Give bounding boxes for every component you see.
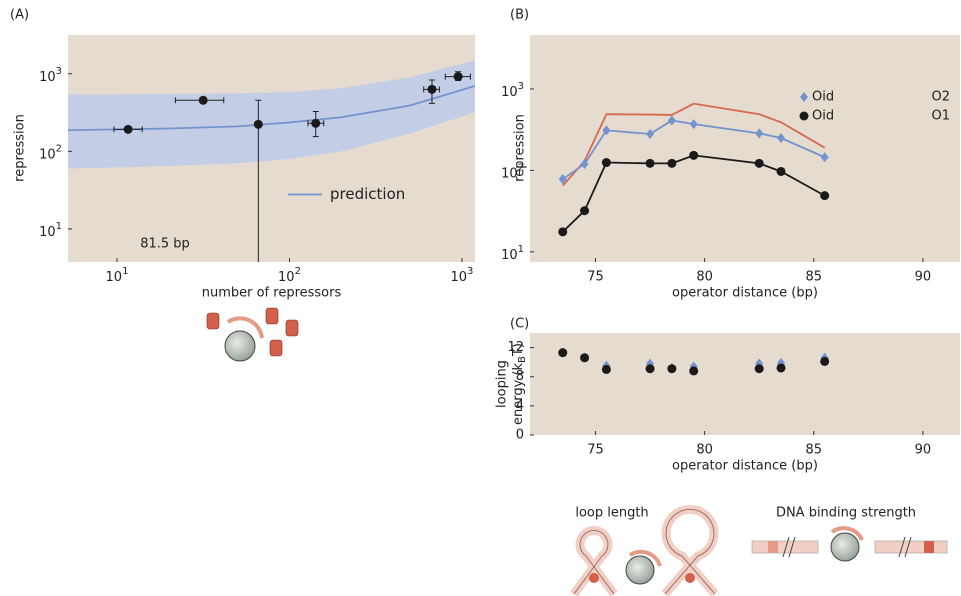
y-tick-label-base: 10: [39, 69, 56, 84]
legend-annotation: O1: [931, 109, 950, 124]
y-axis-label: repression: [13, 114, 28, 182]
marker: [820, 191, 829, 200]
marker: [580, 206, 589, 215]
x-tick-label: 90: [915, 443, 932, 458]
x-tick-label-base: 10: [106, 270, 123, 285]
y-tick-label-exponent: 3: [56, 66, 62, 77]
y-tick-label-exponent: 3: [518, 81, 524, 92]
y-tick-label: 101: [501, 244, 524, 263]
y-tick-label-base: 10: [501, 84, 518, 99]
marker: [558, 348, 567, 357]
marker: [755, 159, 764, 168]
legend-marker: [800, 112, 809, 121]
y-tick-label: 103: [501, 81, 524, 100]
x-axis-label: operator distance (bp): [672, 286, 818, 301]
y-tick-label-exponent: 1: [56, 221, 62, 232]
marker: [820, 357, 829, 366]
marker: [777, 167, 786, 176]
x-tick-label: 90: [915, 270, 932, 285]
legend-label: Oid: [812, 90, 834, 105]
y-axis-label: looping: [495, 360, 510, 408]
marker: [755, 364, 764, 373]
legend-label: Oid: [812, 109, 834, 124]
marker: [689, 366, 698, 375]
marker: [580, 353, 589, 362]
marker: [667, 159, 676, 168]
marker: [199, 96, 208, 105]
y-tick-label: 103: [39, 66, 62, 85]
x-tick-label: 80: [696, 443, 713, 458]
y-tick-label-base: 10: [39, 147, 56, 162]
x-tick-label-exponent: 3: [467, 266, 473, 277]
y-tick-label-exponent: 2: [56, 143, 62, 154]
x-tick-label: 80: [696, 270, 713, 285]
y-axis-label: energy (kBT): [511, 343, 529, 425]
label-part: T): [511, 343, 526, 357]
illustration-label: DNA binding strength: [776, 506, 916, 521]
x-tick-label-base: 10: [451, 270, 468, 285]
panel-label: (C): [510, 317, 529, 332]
x-tick-label: 75: [587, 270, 604, 285]
loop-cartoon: [574, 509, 715, 594]
marker: [558, 227, 567, 236]
figure: loop length DNA binding strength 1011021…: [0, 0, 961, 596]
marker: [667, 364, 676, 373]
label-part: energy (k: [511, 362, 526, 425]
x-tick-label: 85: [805, 270, 822, 285]
x-tick-label: 85: [805, 443, 822, 458]
marker: [689, 151, 698, 160]
annotation: 81.5 bp: [140, 237, 190, 252]
binding-cartoon: [752, 528, 947, 561]
panel-label: (B): [510, 8, 529, 23]
y-tick-label-base: 10: [501, 247, 518, 262]
marker: [454, 72, 463, 81]
panel-label: (A): [10, 8, 29, 23]
marker: [311, 119, 320, 128]
marker: [427, 85, 436, 94]
plot-background: [530, 333, 960, 435]
marker: [124, 125, 133, 134]
marker: [602, 365, 611, 374]
illustration-label: loop length: [575, 506, 648, 521]
x-axis-label: operator distance (bp): [672, 459, 818, 474]
x-tick-label: 103: [451, 266, 474, 285]
x-tick-label: 102: [278, 266, 301, 285]
x-tick-label: 75: [587, 443, 604, 458]
marker: [777, 363, 786, 372]
legend-label: prediction: [330, 185, 405, 203]
marker: [254, 120, 263, 129]
marker: [646, 364, 655, 373]
x-tick-label-exponent: 2: [295, 266, 301, 277]
x-tick-label-exponent: 1: [122, 266, 128, 277]
y-tick-label: 102: [39, 143, 62, 162]
x-tick-label: 101: [106, 266, 129, 285]
repressor-cartoon: [207, 308, 298, 361]
y-tick-label-exponent: 1: [518, 244, 524, 255]
marker: [602, 158, 611, 167]
y-tick-label: 0: [516, 428, 524, 443]
y-tick-label-base: 10: [39, 224, 56, 239]
legend-annotation: O2: [931, 90, 950, 105]
x-axis-label: number of repressors: [202, 286, 342, 301]
y-tick-label: 101: [39, 221, 62, 240]
marker: [646, 159, 655, 168]
y-axis-label: repression: [513, 114, 528, 182]
x-tick-label-base: 10: [278, 270, 295, 285]
